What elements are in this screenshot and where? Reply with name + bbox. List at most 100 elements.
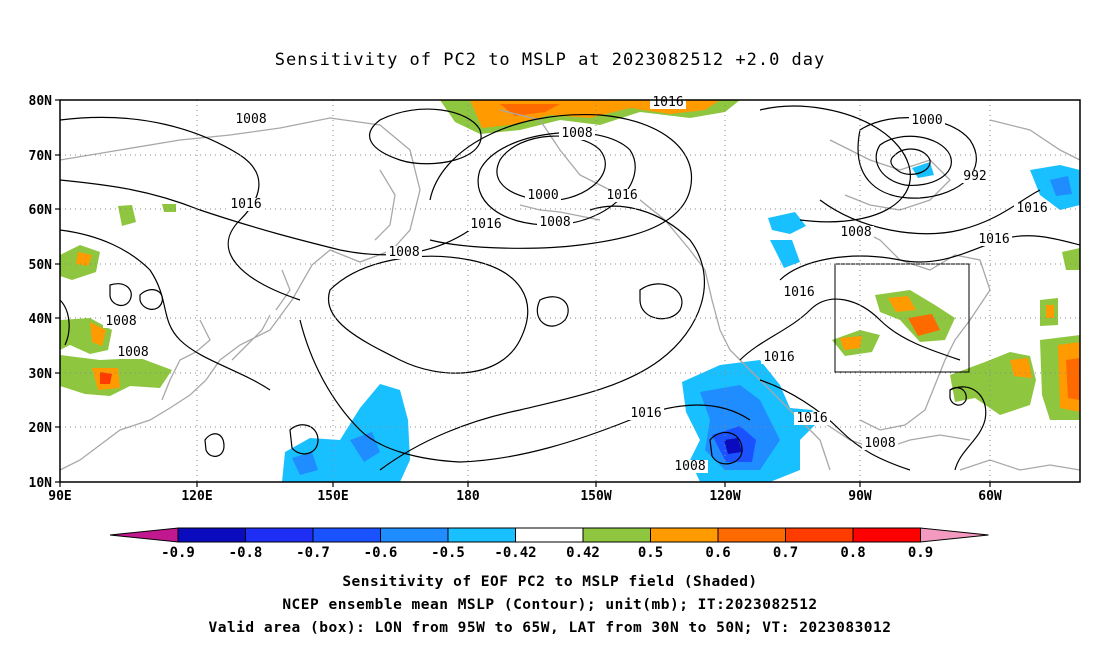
shade-positive-west-5 (162, 204, 176, 212)
coast-alaska (499, 109, 831, 471)
contour-label-bg (228, 198, 264, 211)
colorbar-label: 0.42 (566, 545, 600, 561)
lon-tick-label: 60W (978, 489, 1002, 504)
contour-label-bg (386, 246, 422, 259)
contour-line (496, 135, 606, 202)
contour-line (875, 135, 952, 187)
contour-label-bg (1014, 202, 1050, 215)
colorbar-segment (177, 527, 246, 543)
contour-line (949, 387, 967, 406)
contour-line (60, 299, 70, 346)
contour-line (289, 424, 319, 455)
contour-label-bg (233, 113, 269, 126)
lon-tick-label: 150W (580, 489, 611, 504)
contour-label: 1016 (783, 285, 814, 300)
contour-line (429, 113, 693, 249)
colorbar-label: -0.7 (296, 545, 330, 561)
shade-positive-us-3-core (908, 314, 940, 336)
contour-line (327, 255, 529, 374)
colorbar-segment (447, 527, 516, 543)
lon-tick-label: 150E (317, 489, 348, 504)
contour-label: 1016 (796, 411, 827, 426)
contour-label: 1008 (105, 314, 136, 329)
contour-label: 1008 (388, 245, 419, 260)
shade-negative-east-pacific-innermost (724, 438, 742, 454)
shade-positive-west-1-core (76, 252, 92, 266)
sensitivity-shading (60, 100, 1080, 482)
contour-line (739, 298, 961, 361)
colorbar-segment (582, 527, 651, 543)
contour-label: 1016 (978, 232, 1009, 247)
colorbar-segment (717, 527, 786, 543)
contour-label: 1016 (630, 406, 661, 421)
colorbar-low-end (109, 527, 179, 543)
contour-label-bg (115, 346, 151, 359)
caption-line-3: Valid area (box): LON from 95W to 65W, L… (208, 620, 892, 636)
colorbar-label: 0.9 (908, 545, 933, 561)
contour-line (779, 235, 1080, 281)
lat-tick-label: 30N (29, 367, 53, 382)
shade-negative-na-2 (770, 240, 800, 268)
contour-label-bg (628, 407, 664, 420)
contour-line (60, 116, 301, 301)
contour-line (639, 283, 683, 320)
contour-label: 992 (963, 169, 986, 184)
caption-line-2: NCEP ensemble mean MSLP (Contour); unit(… (282, 597, 818, 613)
shade-negative-central-pacific (282, 384, 410, 482)
contour-label-bg (604, 189, 640, 202)
contour-line (477, 132, 636, 226)
coast-kamchatka (374, 169, 396, 241)
contour-label-bg (862, 437, 898, 450)
contour-labels: 1008 1016 1008 1016 1008 1000 1008 1016 1016 1000… (103, 95, 1050, 474)
shade-positive-west-4 (118, 205, 136, 226)
contour-label: 1016 (230, 197, 261, 212)
contour-label: 1000 (527, 188, 558, 203)
contour-label-bg (525, 189, 561, 202)
shade-negative-na-1 (768, 212, 806, 234)
lat-tick-label: 50N (29, 258, 53, 273)
colorbar: -0.9 -0.8 -0.7 -0.6 -0.5 -0.42 0.42 0.5 0.6 0.7 0.… (109, 527, 989, 561)
lat-tick-label: 60N (29, 203, 53, 218)
contour-label: 1016 (652, 95, 683, 110)
contour-label: 1016 (470, 217, 501, 232)
contour-label-bg (781, 286, 817, 299)
contour-label: 1008 (864, 436, 895, 451)
contour-line (949, 386, 987, 471)
colorbar-label: 0.8 (840, 545, 865, 561)
colorbar-segment (245, 527, 314, 543)
lon-tick-label: 120E (181, 489, 212, 504)
contour-label-bg (838, 226, 874, 239)
caption-line-1: Sensitivity of EOF PC2 to MSLP field (Sh… (342, 574, 758, 590)
plot-frame (59, 99, 1081, 483)
colorbar-segment (312, 527, 381, 543)
shade-negative-greenland-core (1050, 176, 1072, 196)
colorbar-label: -0.5 (431, 545, 465, 561)
lon-tick-label: 120W (709, 489, 740, 504)
plot-title: Sensitivity of PC2 to MSLP at 2023082512… (274, 50, 826, 70)
contour-label: 1008 (840, 225, 871, 240)
contour-line (536, 296, 569, 327)
contour-line (299, 319, 751, 463)
contour-label-bg (761, 351, 797, 364)
lon-tick-label: 90W (848, 489, 872, 504)
contour-line (759, 379, 911, 471)
contour-line (759, 105, 911, 223)
shade-negative-central-pacific-core (292, 452, 318, 475)
colorbar-segment (380, 527, 449, 543)
contour-line (109, 283, 132, 307)
contour-line (204, 433, 225, 457)
contour-label: 1008 (539, 215, 570, 230)
colorbar-label: -0.42 (494, 545, 536, 561)
shade-positive-west-3-inner (100, 372, 112, 384)
contour-label: 1008 (674, 459, 705, 474)
colorbar-segment (650, 527, 719, 543)
contour-label: 1008 (117, 345, 148, 360)
contour-label-bg (976, 233, 1012, 246)
contour-line (709, 431, 743, 465)
contour-line (890, 148, 931, 175)
colorbar-segment (785, 527, 854, 543)
colorbar-label: 0.6 (705, 545, 730, 561)
contour-label: 1016 (763, 350, 794, 365)
gridlines (60, 100, 1080, 482)
contour-line (379, 205, 705, 471)
